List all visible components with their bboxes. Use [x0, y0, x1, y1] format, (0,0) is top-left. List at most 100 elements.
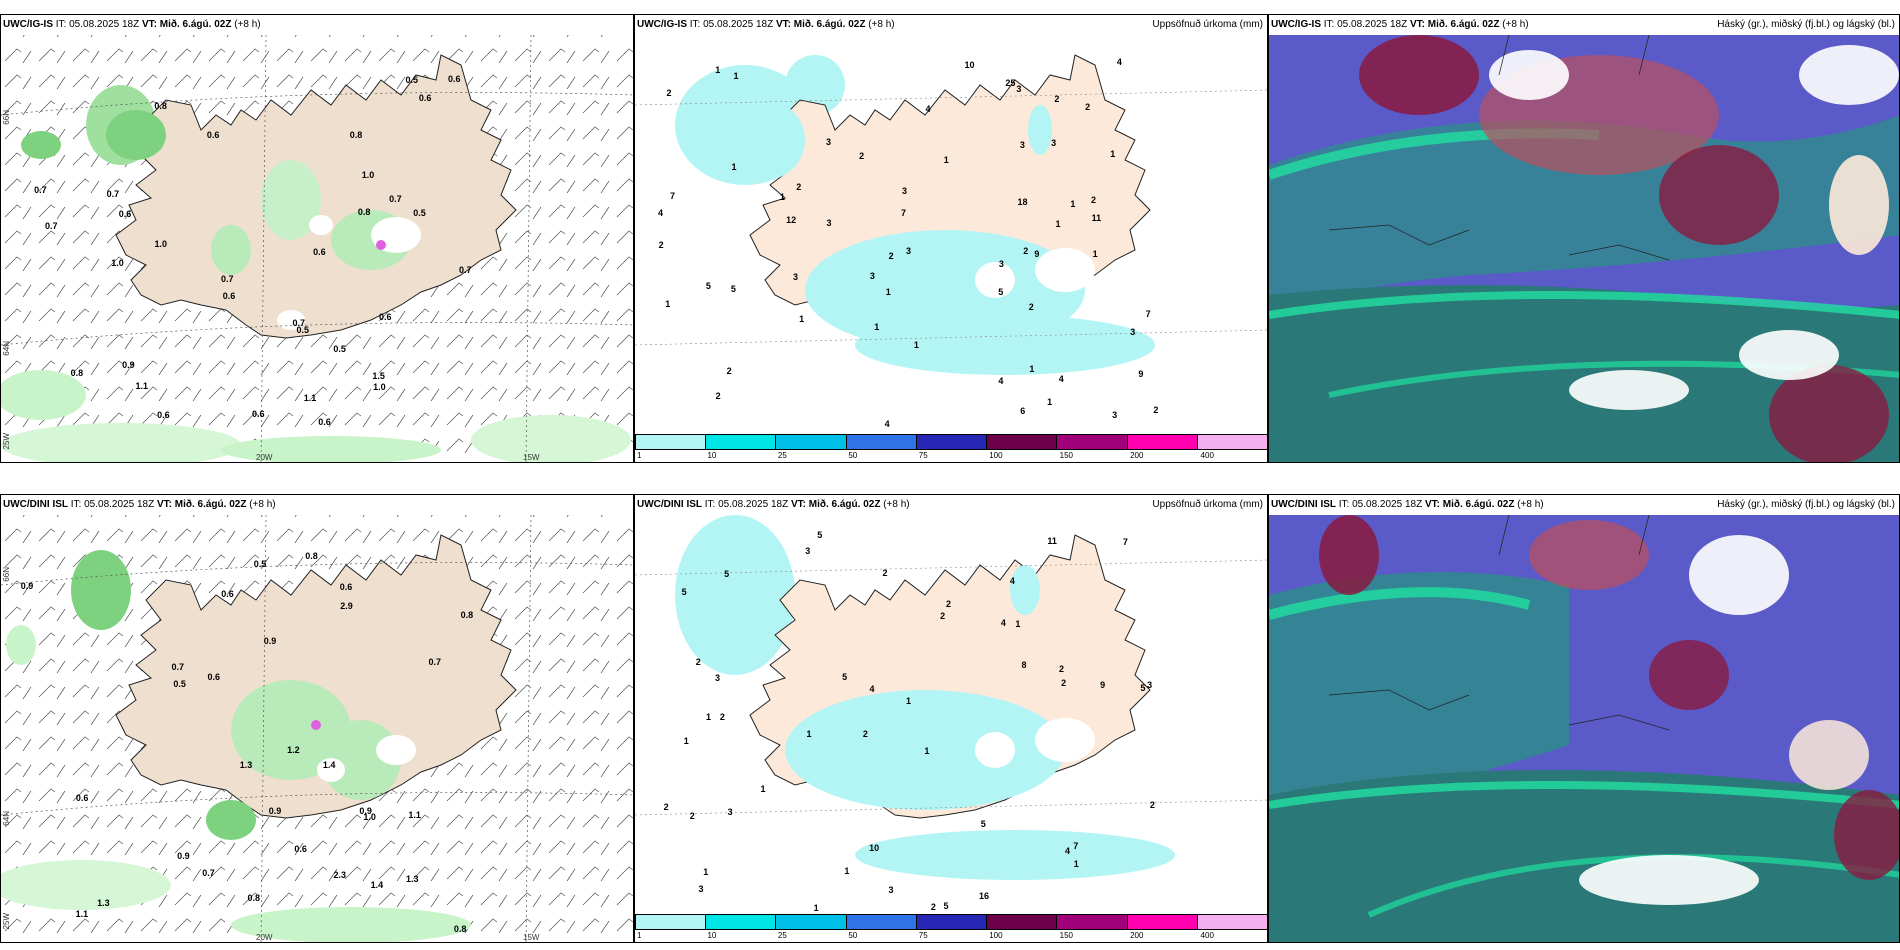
- map-value-label: 5: [842, 672, 848, 683]
- colorbar-cell: [846, 435, 917, 449]
- map-value-label: 5: [943, 900, 949, 911]
- map-value-label: 0.9: [359, 805, 372, 816]
- map-value-label: 0.6: [418, 93, 432, 104]
- map-value-label: 0.6: [221, 588, 234, 599]
- cloud-map: [1269, 514, 1899, 942]
- map-value-label: 4: [1116, 56, 1122, 67]
- valid-time: Mið. 6.ágú. 02Z: [808, 499, 881, 510]
- map-value-label: 0.8: [247, 892, 261, 903]
- panel-header: UWC/IG-IS IT: 05.08.2025 18Z VT: Mið. 6.…: [1269, 15, 1899, 35]
- map-value-label: 0.8: [154, 101, 167, 112]
- map-value-label: 3: [998, 258, 1004, 269]
- map-value-label: 3: [1130, 327, 1136, 338]
- map-value-label: 3: [902, 185, 908, 196]
- map-value-label: 8: [1021, 660, 1027, 671]
- map-value-label: 5: [998, 287, 1004, 298]
- map-value-label: 2: [945, 599, 951, 610]
- map-value-label: 2: [1153, 404, 1159, 415]
- map-value-label: 0.9: [122, 359, 135, 370]
- field-title: Háský (gr.), miðský (fj.bl.) og lágský (…: [1717, 19, 1895, 30]
- map-value-label: 2: [689, 810, 695, 821]
- map-value-label: 0.8: [305, 551, 318, 562]
- map-value-label: 0.6: [313, 247, 326, 258]
- map-value-label: 3: [1016, 83, 1022, 94]
- map-value-label: 1.1: [408, 810, 421, 821]
- map-value-label: 1: [806, 729, 812, 740]
- map-value-label: 2: [1091, 194, 1097, 205]
- colorbar-tick: 50: [848, 931, 858, 940]
- map-value-label: 3: [714, 673, 720, 684]
- lat-tick-64: 64N: [2, 341, 11, 356]
- map-value-label: 1.3: [97, 897, 110, 908]
- map-value-label: 5: [1140, 683, 1146, 694]
- lead-time: (+8 h): [249, 499, 276, 510]
- colorbar-tick: 25: [777, 451, 787, 460]
- map-value-label: 0.8: [460, 609, 474, 620]
- colorbar-tick: 100: [989, 451, 1003, 460]
- map-value-label: 0.5: [333, 343, 346, 354]
- colorbar-tick: 75: [918, 931, 928, 940]
- map-value-label: 11: [1091, 212, 1102, 223]
- map-value-label: 0.6: [294, 844, 307, 855]
- map-value-label: 1: [924, 746, 930, 757]
- map-value-label: 1.0: [361, 169, 375, 180]
- panel-dini-cloud: UWC/DINI ISL IT: 05.08.2025 18Z VT: Mið.…: [1268, 494, 1900, 943]
- map-value-label: 10: [964, 59, 975, 70]
- colorbar-tick: 1: [637, 451, 642, 460]
- map-value-label: 0.6: [318, 417, 331, 428]
- map-value-label: 5: [705, 281, 711, 292]
- wind-map: [1, 514, 633, 942]
- map-value-label: 0.8: [349, 130, 363, 141]
- map-value-label: 2: [1028, 302, 1034, 313]
- init-time: IT: 05.08.2025 18Z: [704, 499, 789, 510]
- valid-time: Mið. 6.ágú. 02Z: [174, 499, 247, 510]
- map-value-label: 2: [1149, 800, 1155, 811]
- colorbar-cell: [1057, 435, 1128, 449]
- map-value-label: 1: [1047, 396, 1053, 407]
- valid-label: VT:: [141, 19, 157, 30]
- map-value-label: 1: [1070, 198, 1076, 209]
- valid-label: VT:: [775, 19, 791, 30]
- map-value-label: 1.1: [303, 392, 317, 403]
- map-value-label: 0.6: [222, 290, 236, 301]
- map-value-label: 0.6: [378, 311, 392, 322]
- map-value-label: 0.6: [252, 408, 265, 419]
- map-value-label: 4: [925, 104, 931, 115]
- valid-label: VT:: [1424, 499, 1440, 510]
- map-value-label: 2: [1085, 101, 1091, 112]
- map-value-label: 2: [888, 251, 894, 262]
- map-value-label: 9: [1138, 368, 1144, 379]
- map-value-label: 0.9: [177, 851, 190, 862]
- colorbar-cell: [1057, 915, 1128, 929]
- init-time: IT: 05.08.2025 18Z: [689, 19, 774, 30]
- map-value-label: 2: [796, 182, 802, 193]
- map-value-label: 0.7: [106, 189, 120, 200]
- map-value-label: 0.6: [157, 410, 170, 421]
- colorbar-cell: [636, 915, 707, 929]
- colorbar-tick: 200: [1130, 451, 1144, 460]
- colorbar-ticks: 1 10 25 50 75 100 150 200 400: [635, 931, 1267, 941]
- map-value-label: 0.9: [268, 805, 282, 816]
- map-value-label: 3: [1147, 680, 1153, 691]
- colorbar-cell: [1127, 915, 1198, 929]
- lon-tick-15: 15W: [523, 453, 540, 462]
- map-value-label: 1.1: [135, 380, 148, 391]
- init-time: IT: 05.08.2025 18Z: [1323, 19, 1408, 30]
- map-value-label: 4: [998, 375, 1004, 386]
- map-value-label: 1: [705, 712, 711, 723]
- map-value-label: 7: [1073, 840, 1079, 851]
- map-value-label: 0.7: [171, 662, 185, 673]
- map-value-label: 5: [681, 587, 687, 598]
- valid-label: VT:: [790, 499, 806, 510]
- map-value-label: 2: [726, 365, 732, 376]
- map-value-label: 1: [1055, 218, 1061, 229]
- map-value-label: 1: [799, 313, 805, 324]
- map-value-label: 0.5: [173, 679, 186, 690]
- colorbar-cell: [776, 435, 847, 449]
- model-name: UWC/IG-IS: [637, 19, 687, 30]
- map-value-label: 1: [779, 192, 785, 203]
- model-name: UWC/IG-IS: [1271, 19, 1321, 30]
- map-value-label: 4: [658, 207, 664, 218]
- map-value-label: 2: [1054, 94, 1060, 105]
- map-value-label: 0.7: [389, 193, 402, 204]
